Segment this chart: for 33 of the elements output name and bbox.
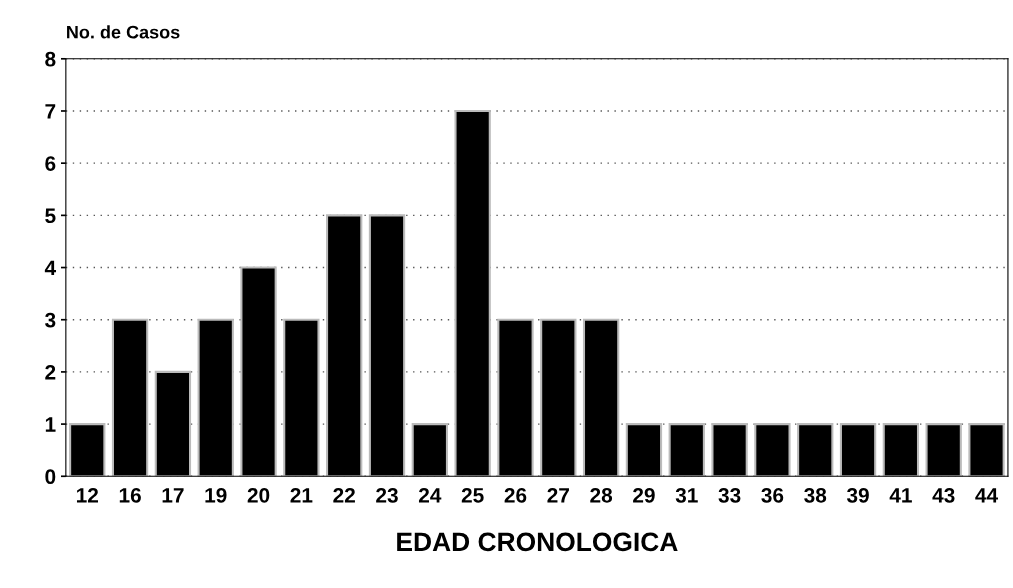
y-tick-label: 6: [45, 156, 56, 171]
x-tick-label: 29: [633, 487, 655, 503]
x-tick-label: 26: [504, 487, 527, 503]
x-tick-label: 31: [675, 487, 698, 503]
x-tick-label: 27: [547, 487, 569, 503]
x-tick-label: 33: [718, 487, 741, 503]
x-tick-label: 21: [290, 487, 313, 503]
y-tick-label: 0: [45, 469, 56, 485]
x-tick-label: 39: [846, 487, 869, 503]
y-tick-label: 8: [45, 51, 56, 67]
y-tick-label: 4: [44, 260, 57, 276]
x-tick-label: 44: [975, 488, 998, 503]
x-tick-label: 41: [889, 488, 912, 503]
x-tick-label: 28: [590, 487, 613, 503]
x-tick-label: 17: [162, 488, 184, 503]
x-tick-label: 20: [247, 487, 270, 503]
x-tick-label: 19: [205, 487, 227, 503]
y-axis-title: No. de Casos: [67, 25, 180, 39]
x-tick-label: 24: [418, 487, 442, 503]
x-tick-label: 38: [804, 487, 827, 503]
x-tick-label: 36: [761, 487, 784, 503]
x-tick-label: 12: [76, 487, 99, 503]
y-tick-label: 7: [45, 104, 56, 119]
x-tick-label: 22: [333, 487, 355, 503]
x-tick-label: 16: [119, 487, 141, 503]
y-tick-label: 5: [45, 208, 56, 224]
x-tick-label: 43: [932, 487, 955, 503]
y-tick-label: 3: [45, 312, 56, 328]
y-tick-label: 1: [45, 417, 56, 432]
x-tick-label: 23: [376, 487, 398, 503]
x-axis-title: EDAD CRONOLOGICA: [397, 532, 678, 552]
x-tick-label: 25: [461, 487, 484, 503]
y-tick-label: 2: [45, 364, 56, 380]
